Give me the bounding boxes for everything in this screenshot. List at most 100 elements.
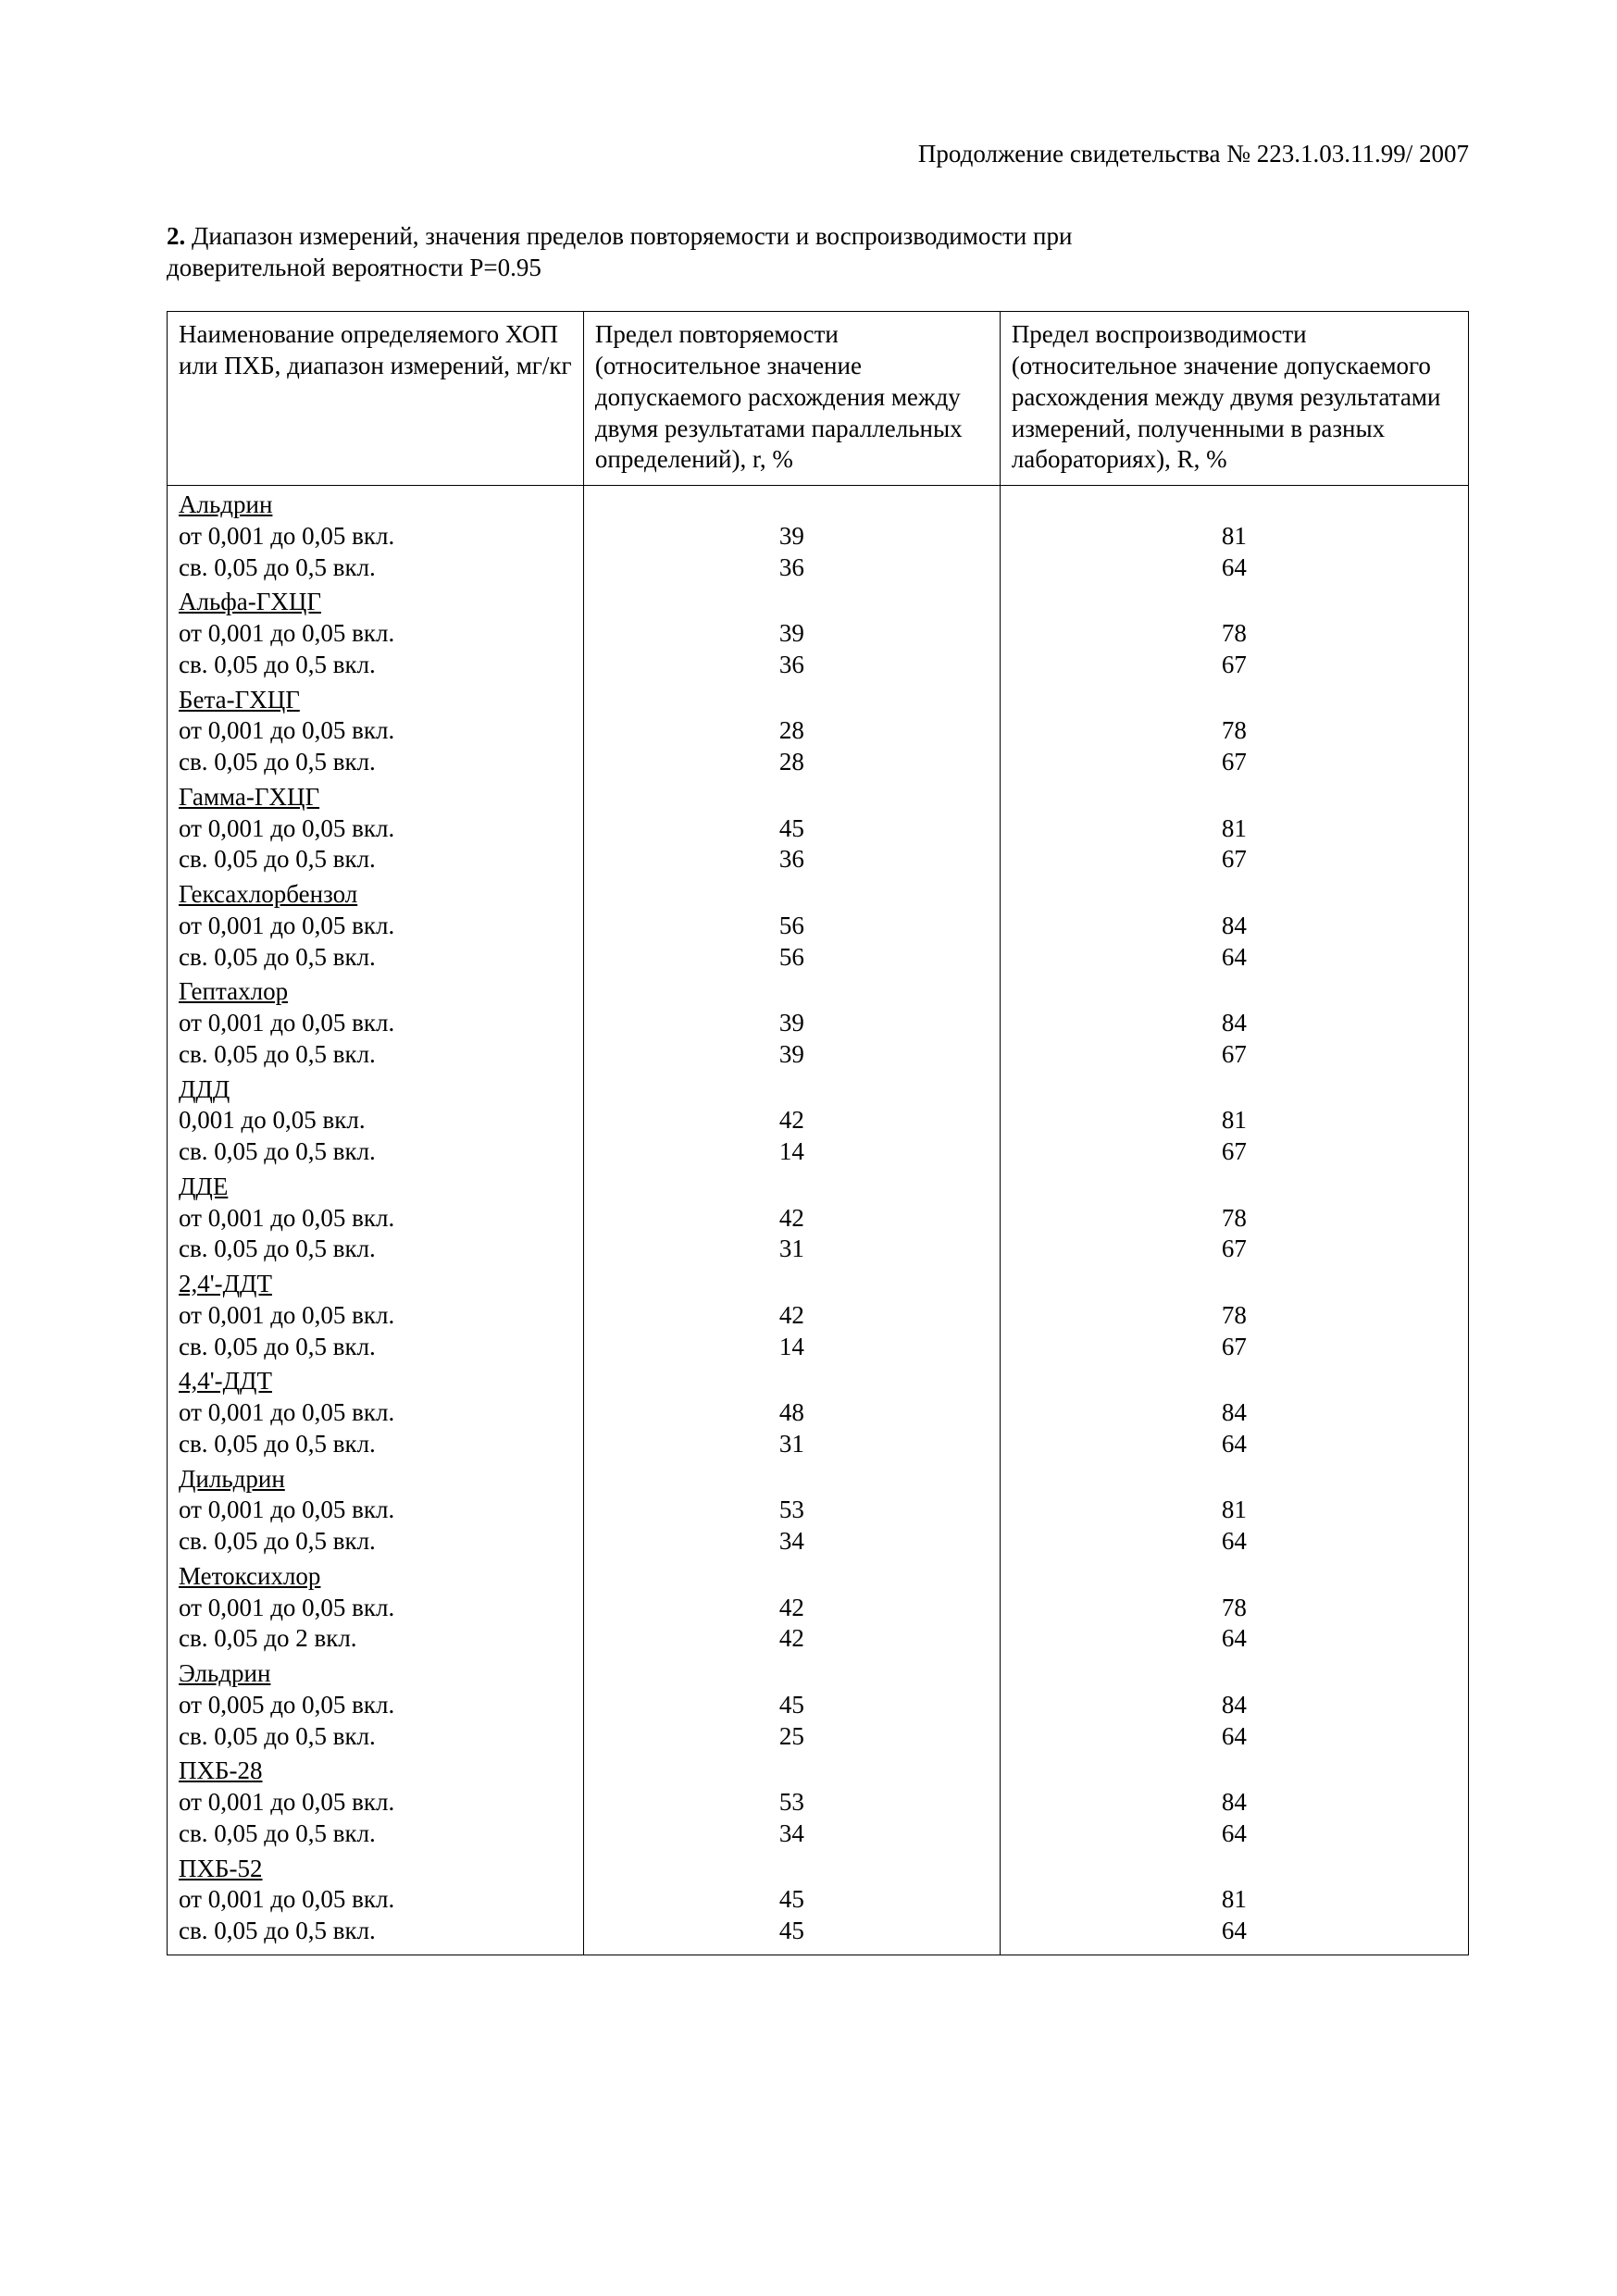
table-cell: 34 bbox=[583, 1818, 1000, 1850]
table-cell bbox=[583, 973, 1000, 1008]
table-row: св. 0,05 до 0,5 вкл.3464 bbox=[168, 1818, 1469, 1850]
table-row: св. 0,05 до 0,5 вкл.3664 bbox=[168, 552, 1469, 584]
table-cell: св. 0,05 до 0,5 вкл. bbox=[168, 1526, 584, 1558]
table-cell bbox=[583, 1752, 1000, 1787]
table-cell: 39 bbox=[583, 1008, 1000, 1039]
table-cell: от 0,005 до 0,05 вкл. bbox=[168, 1690, 584, 1721]
table-cell: от 0,001 до 0,05 вкл. bbox=[168, 1495, 584, 1526]
table-cell: 81 bbox=[1000, 521, 1468, 552]
table-cell bbox=[583, 583, 1000, 618]
table-row: Гамма-ГХЦГ bbox=[168, 778, 1469, 813]
table-cell: св. 0,05 до 0,5 вкл. bbox=[168, 1136, 584, 1168]
table-cell bbox=[1000, 681, 1468, 716]
table-cell: Эльдрин bbox=[168, 1655, 584, 1690]
table-cell: Гамма-ГХЦГ bbox=[168, 778, 584, 813]
table-row: ПХБ-52 bbox=[168, 1850, 1469, 1885]
group-name: ПХБ-52 bbox=[179, 1850, 263, 1885]
table-cell bbox=[583, 1265, 1000, 1300]
table-row: Эльдрин bbox=[168, 1655, 1469, 1690]
table-row: от 0,001 до 0,05 вкл.5684 bbox=[168, 911, 1469, 942]
table-cell: 64 bbox=[1000, 1721, 1468, 1753]
table-cell: 67 bbox=[1000, 650, 1468, 681]
table-cell: 78 bbox=[1000, 618, 1468, 650]
table-cell bbox=[583, 1362, 1000, 1397]
table-cell bbox=[583, 1168, 1000, 1203]
table-cell: св. 0,05 до 0,5 вкл. bbox=[168, 747, 584, 778]
table-cell: от 0,001 до 0,05 вкл. bbox=[168, 1593, 584, 1624]
table-cell: 64 bbox=[1000, 1623, 1468, 1655]
table-cell bbox=[583, 1558, 1000, 1593]
table-cell: 31 bbox=[583, 1234, 1000, 1265]
table-row: св. 0,05 до 0,5 вкл.1467 bbox=[168, 1332, 1469, 1363]
table-row: Дильдрин bbox=[168, 1460, 1469, 1496]
table-cell: от 0,001 до 0,05 вкл. bbox=[168, 618, 584, 650]
section-number: 2. bbox=[167, 222, 185, 250]
table-cell bbox=[583, 681, 1000, 716]
section-title-line1: Диапазон измерений, значения пределов по… bbox=[192, 222, 1072, 250]
table-row: Альдрин bbox=[168, 486, 1469, 521]
table-row: от 0,005 до 0,05 вкл.4584 bbox=[168, 1690, 1469, 1721]
table-cell: 42 bbox=[583, 1623, 1000, 1655]
table-cell: 39 bbox=[583, 1039, 1000, 1071]
table-row: от 0,001 до 0,05 вкл.3978 bbox=[168, 618, 1469, 650]
table-cell bbox=[1000, 486, 1468, 521]
table-row: св. 0,05 до 0,5 вкл.2564 bbox=[168, 1721, 1469, 1753]
table-cell: 56 bbox=[583, 911, 1000, 942]
table-cell: от 0,001 до 0,05 вкл. bbox=[168, 521, 584, 552]
table-cell: 67 bbox=[1000, 1234, 1468, 1265]
table-row: св. 0,05 до 0,5 вкл.2867 bbox=[168, 747, 1469, 778]
table-row: Гексахлорбензол bbox=[168, 875, 1469, 911]
table-row: от 0,001 до 0,05 вкл.3981 bbox=[168, 521, 1469, 552]
table-cell: 4,4'-ДДТ bbox=[168, 1362, 584, 1397]
page: Продолжение свидетельства № 223.1.03.11.… bbox=[0, 0, 1617, 2296]
table-cell: от 0,001 до 0,05 вкл. bbox=[168, 715, 584, 747]
table-row: от 0,001 до 0,05 вкл.4884 bbox=[168, 1397, 1469, 1429]
table-row: от 0,001 до 0,05 вкл.4581 bbox=[168, 1884, 1469, 1916]
table-cell: св. 0,05 до 2 вкл. bbox=[168, 1623, 584, 1655]
table-cell: 78 bbox=[1000, 1300, 1468, 1332]
table-cell: св. 0,05 до 0,5 вкл. bbox=[168, 1818, 584, 1850]
table-cell: от 0,001 до 0,05 вкл. bbox=[168, 1008, 584, 1039]
table-cell bbox=[1000, 973, 1468, 1008]
table-row: св. 0,05 до 0,5 вкл.5664 bbox=[168, 942, 1469, 974]
table-cell: от 0,001 до 0,05 вкл. bbox=[168, 1300, 584, 1332]
continuation-header: Продолжение свидетельства № 223.1.03.11.… bbox=[167, 139, 1469, 170]
table-cell bbox=[583, 778, 1000, 813]
table-row: св. 0,05 до 0,5 вкл.3464 bbox=[168, 1526, 1469, 1558]
table-row: от 0,001 до 0,05 вкл.5384 bbox=[168, 1787, 1469, 1818]
table-row: от 0,001 до 0,05 вкл.3984 bbox=[168, 1008, 1469, 1039]
table-cell: 81 bbox=[1000, 1105, 1468, 1136]
table-cell: 42 bbox=[583, 1203, 1000, 1235]
table-row: от 0,001 до 0,05 вкл.2878 bbox=[168, 715, 1469, 747]
table-cell: 78 bbox=[1000, 715, 1468, 747]
table-cell: ДДД bbox=[168, 1071, 584, 1106]
table-row: от 0,001 до 0,05 вкл.5381 bbox=[168, 1495, 1469, 1526]
group-name: Гексахлорбензол bbox=[179, 875, 357, 911]
table-cell: ПХБ-52 bbox=[168, 1850, 584, 1885]
table-cell: Альфа-ГХЦГ bbox=[168, 583, 584, 618]
table-row: от 0,001 до 0,05 вкл.4278 bbox=[168, 1593, 1469, 1624]
table-cell: 31 bbox=[583, 1429, 1000, 1460]
table-cell: 14 bbox=[583, 1332, 1000, 1363]
table-row: св. 0,05 до 0,5 вкл.3667 bbox=[168, 650, 1469, 681]
table-row: св. 0,05 до 0,5 вкл.3164 bbox=[168, 1429, 1469, 1460]
table-cell: 64 bbox=[1000, 1526, 1468, 1558]
table-cell: Бета-ГХЦГ bbox=[168, 681, 584, 716]
table-cell: 64 bbox=[1000, 1818, 1468, 1850]
table-row: св. 0,05 до 0,5 вкл.3667 bbox=[168, 844, 1469, 875]
table-cell bbox=[583, 1071, 1000, 1106]
table-cell: от 0,001 до 0,05 вкл. bbox=[168, 1884, 584, 1916]
table-cell: 48 bbox=[583, 1397, 1000, 1429]
table-cell: 67 bbox=[1000, 1332, 1468, 1363]
group-name: Альдрин bbox=[179, 486, 272, 521]
table-cell bbox=[1000, 1265, 1468, 1300]
table-cell: 67 bbox=[1000, 1039, 1468, 1071]
group-name: 4,4'-ДДТ bbox=[179, 1362, 272, 1397]
table-cell: Дильдрин bbox=[168, 1460, 584, 1496]
table-cell bbox=[1000, 1752, 1468, 1787]
table-cell bbox=[583, 1850, 1000, 1885]
section-title-line2: доверительной вероятности P=0.95 bbox=[167, 254, 541, 281]
table-cell: 36 bbox=[583, 650, 1000, 681]
group-name: Бета-ГХЦГ bbox=[179, 681, 300, 716]
table-cell: 42 bbox=[583, 1105, 1000, 1136]
